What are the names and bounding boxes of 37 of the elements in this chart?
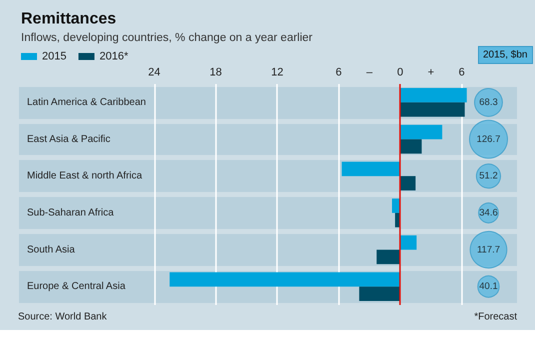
bar [400,176,416,190]
bar [400,235,417,250]
data-label: 126.7 [476,134,500,145]
bar [359,286,400,301]
bar [376,250,400,264]
y-tick-label: East Asia & Pacific [27,134,110,145]
x-tick-label: 6 [458,66,465,78]
text: *Forecast [474,312,518,322]
source-note: Source: World Bank [18,312,108,322]
bar [400,102,465,117]
x-tick-label: 0 [397,66,404,78]
bar [400,139,422,154]
y-tick-label: Latin America & Caribbean [27,96,146,108]
x-tick-label: 24 [148,66,160,78]
bar [342,162,400,176]
x-tick-label: + [428,66,434,78]
bar [400,124,442,140]
chart-subtitle: Inflows, developing countries, % change on a year earlier [21,32,313,44]
x-tick-label: 12 [271,66,284,78]
text: 2015, $bn [483,50,528,60]
y-tick-label: Europe & Central Asia [27,281,126,292]
y-tick-label: Middle East & north Africa [27,170,142,182]
data-label: 40.1 [479,281,498,292]
data-label: 51.2 [479,170,498,182]
bar [400,88,467,102]
x-tick-label: 6 [336,66,342,78]
data-label: 117.7 [476,244,500,256]
x-tick-label: 18 [210,66,222,78]
data-label: 68.3 [479,96,498,108]
y-tick-label: Sub-Saharan Africa [27,207,114,218]
legend-label: 2016* [99,50,129,62]
bar [392,198,400,213]
data-label: 34.6 [479,207,498,218]
legend-label: 2015 [42,50,66,62]
y-tick-label: South Asia [27,244,76,256]
x-tick-label: – [366,66,374,78]
chart-title: Remittances [21,10,116,28]
